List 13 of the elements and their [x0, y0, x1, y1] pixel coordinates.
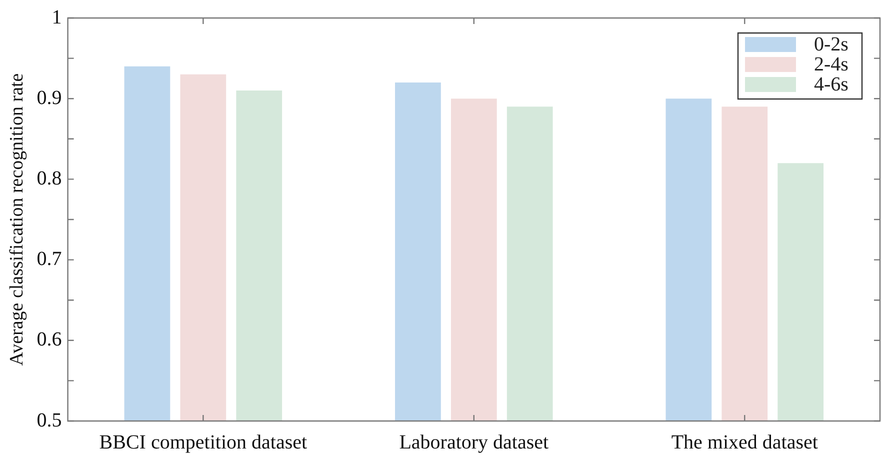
- x-tick-label: BBCI competition dataset: [99, 431, 308, 454]
- y-tick-label: 0.6: [36, 328, 62, 351]
- y-tick-label: 0.8: [36, 167, 62, 190]
- y-tick-label: 1: [52, 6, 62, 28]
- legend-label: 4-6s: [814, 73, 849, 96]
- y-axis-title: Average classification recognition rate: [6, 73, 28, 366]
- x-tick-label: The mixed dataset: [671, 431, 818, 454]
- y-tick-label: 0.9: [36, 86, 62, 109]
- legend-label: 0-2s: [814, 33, 849, 56]
- y-tick-label: 0.7: [36, 248, 62, 270]
- legend-label: 2-4s: [814, 53, 849, 76]
- y-tick-label: 0.5: [36, 409, 62, 432]
- x-tick-label: Laboratory dataset: [399, 431, 550, 454]
